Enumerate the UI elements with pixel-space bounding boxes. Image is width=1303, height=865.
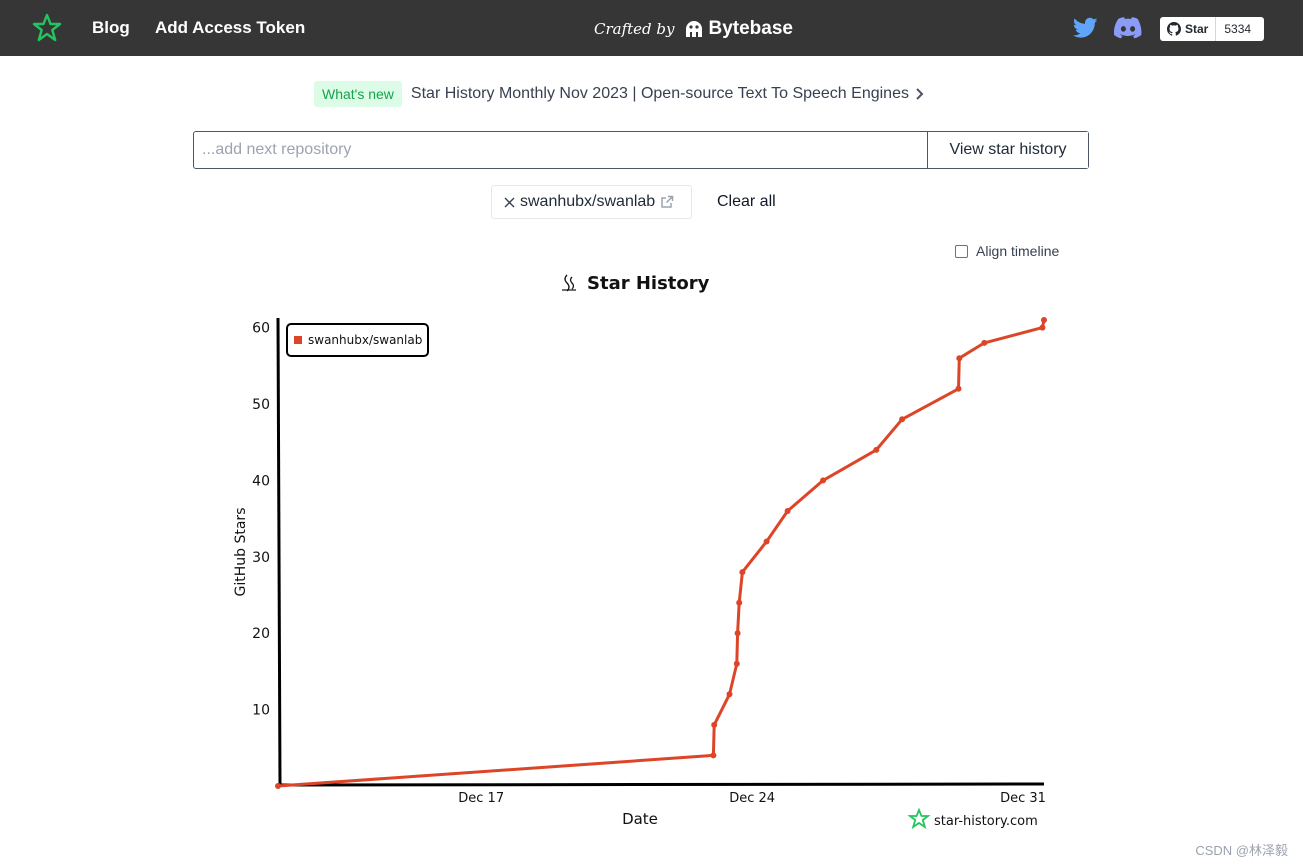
legend-box xyxy=(286,323,429,357)
github-star-button[interactable]: Star 5334 xyxy=(1160,17,1264,41)
series-point xyxy=(710,752,717,759)
series-point xyxy=(733,660,740,667)
series-line xyxy=(276,318,1046,788)
series-point xyxy=(711,721,718,728)
whats-new-banner[interactable]: What's new Star History Monthly Nov 2023… xyxy=(314,80,924,107)
github-star-label: Star xyxy=(1185,22,1209,36)
x-tick-label: Dec 24 xyxy=(729,791,775,806)
chart-watermark[interactable]: star-history.com xyxy=(907,807,1038,830)
y-tick-label: 30 xyxy=(252,550,270,566)
crafted-by-text: Crafted by xyxy=(594,20,675,38)
repository-input[interactable] xyxy=(194,132,927,168)
series-point xyxy=(726,691,733,698)
series-point xyxy=(275,783,281,789)
series-point xyxy=(981,339,988,346)
github-star-left: Star xyxy=(1160,17,1217,41)
align-timeline-checkbox[interactable] xyxy=(955,244,968,258)
x-axis-label: Date xyxy=(622,810,658,828)
series-point xyxy=(784,508,791,514)
align-timeline-label: Align timeline xyxy=(976,243,1060,259)
series-point xyxy=(1039,324,1046,331)
close-icon[interactable] xyxy=(504,197,515,208)
nav-blog-link[interactable]: Blog xyxy=(92,18,130,37)
series-point xyxy=(873,446,880,453)
series-point xyxy=(736,599,743,606)
y-tick-label: 40 xyxy=(252,473,270,489)
y-axis-label: GitHub Stars xyxy=(233,508,249,597)
y-tick-label: 10 xyxy=(252,703,270,719)
legend-label: swanhubx/swanlab xyxy=(308,333,422,347)
chart-title: Star History xyxy=(587,273,710,294)
series-point xyxy=(739,569,746,576)
whats-new-badge: What's new xyxy=(314,80,402,107)
series-point xyxy=(820,477,827,484)
star-history-watermark-icon xyxy=(907,807,931,830)
repo-chip: swanhubx/swanlab xyxy=(491,185,692,219)
x-tick-label: Dec 31 xyxy=(1000,791,1046,806)
x-axis-line xyxy=(277,782,1045,787)
watermark-text: star-history.com xyxy=(934,814,1038,829)
discord-icon[interactable] xyxy=(1114,17,1142,39)
github-icon xyxy=(1167,22,1181,36)
view-star-history-button[interactable]: View star history xyxy=(927,132,1088,168)
repo-chip-label[interactable]: swanhubx/swanlab xyxy=(520,193,656,210)
nav-add-access-token-link[interactable]: Add Access Token xyxy=(155,18,306,37)
crafted-by-bytebase-link[interactable]: Crafted by Bytebase xyxy=(594,16,793,42)
chart-title-group: Star History xyxy=(562,273,710,294)
series-point xyxy=(1041,317,1047,323)
y-tick-label: 50 xyxy=(252,397,270,413)
chart-legend: swanhubx/swanlab xyxy=(286,323,429,357)
series-point xyxy=(763,538,770,545)
top-nav-bar: Blog Add Access Token Crafted by Bytebas… xyxy=(0,0,1303,56)
y-tick-labels: 10 20 30 40 50 60 xyxy=(252,321,270,719)
y-tick-label: 20 xyxy=(252,626,270,642)
csdn-watermark: CSDN @林泽毅 xyxy=(1195,843,1288,858)
legend-swatch xyxy=(294,336,302,344)
series-swanlab xyxy=(275,317,1047,789)
github-star-count: 5334 xyxy=(1224,22,1252,36)
star-history-logo-icon[interactable] xyxy=(32,13,62,43)
y-tick-label: 60 xyxy=(252,321,270,337)
series-point xyxy=(955,385,962,392)
clear-all-button[interactable]: Clear all xyxy=(717,193,776,210)
external-link-icon[interactable] xyxy=(660,195,674,209)
whats-new-link[interactable]: Star History Monthly Nov 2023 | Open-sou… xyxy=(410,84,909,102)
x-tick-labels: Dec 17 Dec 24 Dec 31 xyxy=(458,791,1046,806)
series-point xyxy=(899,416,906,423)
align-timeline-toggle[interactable]: Align timeline xyxy=(955,243,1059,259)
x-tick-label: Dec 17 xyxy=(458,791,504,806)
chevron-right-icon xyxy=(916,87,924,100)
bytebase-brand-name: Bytebase xyxy=(708,18,794,39)
y-axis-line xyxy=(276,317,282,787)
repository-search-bar: View star history xyxy=(193,131,1089,169)
series-point xyxy=(734,630,741,637)
series-point xyxy=(956,355,963,362)
chart-title-icon xyxy=(562,274,576,292)
twitter-icon[interactable] xyxy=(1073,17,1098,39)
bytebase-logo-icon xyxy=(685,21,702,37)
